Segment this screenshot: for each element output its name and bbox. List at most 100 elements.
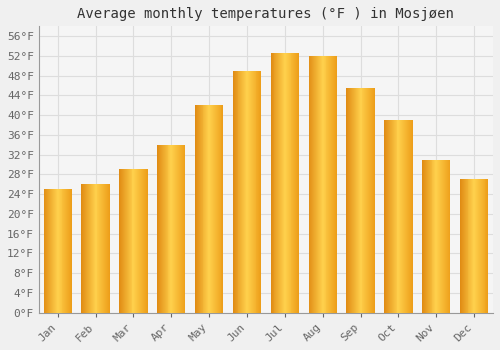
Bar: [245, 71, 246, 313]
Bar: [195, 105, 196, 313]
Bar: [330, 56, 331, 313]
Bar: [438, 160, 439, 313]
Bar: [402, 120, 403, 313]
Bar: [179, 145, 180, 313]
Bar: [436, 160, 437, 313]
Bar: [64, 189, 66, 313]
Bar: [252, 71, 254, 313]
Bar: [69, 189, 70, 313]
Bar: [319, 56, 320, 313]
Bar: [260, 71, 261, 313]
Bar: [368, 88, 369, 313]
Bar: [137, 169, 138, 313]
Bar: [213, 105, 214, 313]
Bar: [49, 189, 50, 313]
Bar: [44, 189, 46, 313]
Bar: [195, 105, 224, 313]
Bar: [473, 179, 474, 313]
Bar: [206, 105, 208, 313]
Bar: [160, 145, 161, 313]
Bar: [52, 189, 53, 313]
Bar: [84, 184, 85, 313]
Bar: [297, 54, 298, 313]
Bar: [298, 54, 299, 313]
Bar: [258, 71, 260, 313]
Bar: [184, 145, 186, 313]
Bar: [175, 145, 176, 313]
Bar: [313, 56, 314, 313]
Bar: [170, 145, 172, 313]
Bar: [53, 189, 54, 313]
Bar: [422, 160, 423, 313]
Bar: [422, 160, 450, 313]
Bar: [87, 184, 88, 313]
Bar: [460, 179, 488, 313]
Bar: [384, 120, 385, 313]
Bar: [158, 145, 159, 313]
Bar: [409, 120, 410, 313]
Bar: [384, 120, 412, 313]
Bar: [276, 54, 278, 313]
Bar: [164, 145, 166, 313]
Bar: [308, 56, 337, 313]
Bar: [425, 160, 426, 313]
Bar: [55, 189, 56, 313]
Bar: [355, 88, 356, 313]
Bar: [250, 71, 251, 313]
Bar: [358, 88, 360, 313]
Bar: [251, 71, 252, 313]
Bar: [126, 169, 127, 313]
Bar: [168, 145, 170, 313]
Bar: [278, 54, 279, 313]
Bar: [210, 105, 211, 313]
Bar: [360, 88, 362, 313]
Bar: [353, 88, 354, 313]
Bar: [198, 105, 200, 313]
Bar: [122, 169, 123, 313]
Bar: [130, 169, 132, 313]
Bar: [146, 169, 148, 313]
Bar: [443, 160, 444, 313]
Bar: [214, 105, 215, 313]
Bar: [333, 56, 334, 313]
Bar: [350, 88, 351, 313]
Bar: [161, 145, 162, 313]
Bar: [462, 179, 463, 313]
Bar: [466, 179, 468, 313]
Bar: [196, 105, 197, 313]
Bar: [351, 88, 352, 313]
Bar: [119, 169, 120, 313]
Bar: [310, 56, 312, 313]
Bar: [346, 88, 375, 313]
Bar: [50, 189, 51, 313]
Bar: [44, 189, 72, 313]
Bar: [140, 169, 141, 313]
Bar: [94, 184, 96, 313]
Bar: [82, 184, 110, 313]
Bar: [321, 56, 322, 313]
Bar: [178, 145, 179, 313]
Bar: [394, 120, 396, 313]
Bar: [422, 160, 450, 313]
Bar: [472, 179, 473, 313]
Bar: [286, 54, 287, 313]
Bar: [62, 189, 64, 313]
Bar: [233, 71, 261, 313]
Bar: [346, 88, 375, 313]
Bar: [445, 160, 446, 313]
Bar: [461, 179, 462, 313]
Bar: [233, 71, 234, 313]
Bar: [90, 184, 91, 313]
Bar: [434, 160, 436, 313]
Bar: [103, 184, 104, 313]
Bar: [308, 56, 337, 313]
Bar: [209, 105, 210, 313]
Bar: [392, 120, 394, 313]
Bar: [108, 184, 109, 313]
Bar: [212, 105, 213, 313]
Bar: [106, 184, 107, 313]
Bar: [98, 184, 100, 313]
Bar: [119, 169, 148, 313]
Bar: [222, 105, 224, 313]
Bar: [138, 169, 139, 313]
